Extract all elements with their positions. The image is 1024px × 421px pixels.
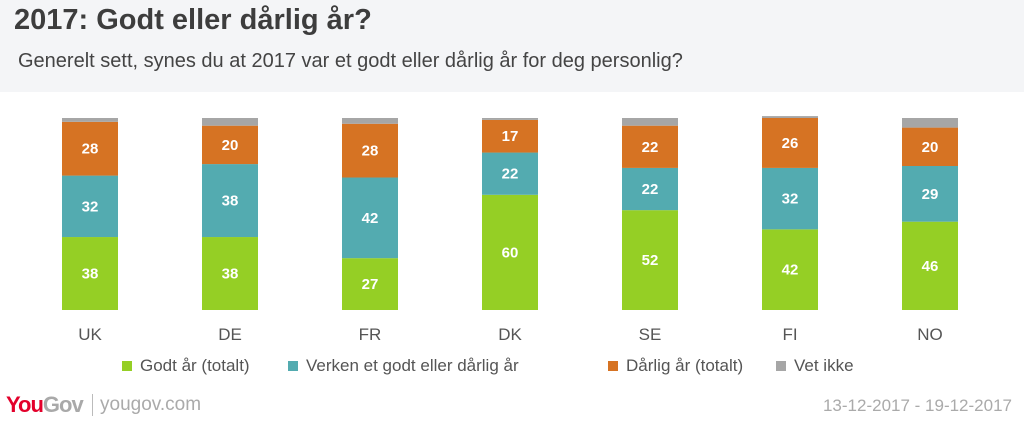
yougov-logo: YouGov [6,392,84,418]
bar-segment [62,121,118,176]
data-label: 27 [362,276,379,293]
x-tick-label: SE [639,325,662,344]
bar-segment [622,118,678,126]
stacked-bar-chart: 38 32 28 UK 38 38 20 DE 27 42 28 FR 60 22 17 DK 52 22 22 SE… [62,116,958,344]
legend-label: Verken et godt eller dårlig år [306,356,519,375]
data-label: 32 [782,191,799,208]
legend-label: Godt år (totalt) [140,356,250,375]
chart-title: 2017: Godt eller dårlig år? [14,4,372,36]
data-label: 46 [922,258,939,275]
bar-segment [762,116,818,118]
data-label: 20 [222,137,239,154]
legend-swatch [122,361,132,371]
bar-segment [62,118,118,122]
bar-segment [902,221,958,310]
bar-segment [342,177,398,259]
bar-segment [762,229,818,310]
legend-swatch [776,361,786,371]
bar-segment [62,175,118,238]
logo-gov: Gov [42,392,84,417]
bar-group-se: 52 22 22 SE [622,118,678,344]
x-tick-label: FR [359,325,382,344]
data-label: 32 [82,198,99,215]
data-label: 38 [222,193,239,210]
legend-item: Vet ikke [776,356,854,376]
data-label: 17 [502,128,519,145]
x-tick-label: FI [782,325,797,344]
bar-segment [622,210,678,310]
bar-segment [902,127,958,166]
footer-divider [92,394,93,416]
data-label: 26 [782,135,799,152]
data-label: 22 [642,181,659,198]
bar-group-de: 38 38 20 DE [202,118,258,344]
bar-group-fr: 27 42 28 FR [342,118,398,344]
x-tick-label: DE [218,325,242,344]
data-label: 38 [222,266,239,283]
bar-group-no: 46 29 20 NO [902,118,958,344]
legend-swatch [608,361,618,371]
data-label: 52 [642,252,659,269]
bar-segment [482,152,538,195]
bar-segment [902,118,958,128]
bar-segment [482,119,538,153]
bar-segment [202,118,258,126]
legend-label: Vet ikke [794,356,854,375]
data-label: 28 [82,141,99,158]
bar-segment [202,125,258,165]
x-tick-label: UK [78,325,102,344]
bar-segment [622,167,678,211]
logo-you: You [6,392,44,417]
bar-segment [482,194,538,310]
x-tick-label: DK [498,325,522,344]
footer-url: yougov.com [100,394,202,415]
bar-segment [202,237,258,310]
data-label: 42 [782,262,799,279]
bar-segment [202,164,258,238]
legend-swatch [288,361,298,371]
bar-segment [62,237,118,310]
bar-segment [762,118,818,168]
data-label: 29 [922,186,939,203]
bar-group-fi: 42 32 26 FI [762,116,818,344]
data-label: 28 [362,143,379,160]
data-label: 20 [922,139,939,156]
legend-label: Dårlig år (totalt) [626,356,744,375]
data-label: 42 [362,210,379,227]
legend-item: Dårlig år (totalt) [608,356,743,376]
data-label: 22 [502,166,519,183]
data-label: 22 [642,139,659,156]
bar-segment [482,118,538,120]
bar-group-dk: 60 22 17 DK [482,118,538,344]
data-label: 38 [82,266,99,283]
legend-item: Verken et godt eller dårlig år [288,356,519,376]
bar-segment [622,125,678,168]
bar-group-uk: 38 32 28 UK [62,118,118,344]
bar-segment [342,258,398,310]
data-label: 60 [502,244,519,261]
bar-segment [342,118,398,124]
legend-item: Godt år (totalt) [122,356,250,376]
legend: Godt år (totalt) Verken et godt eller dår… [0,356,1024,380]
x-tick-label: NO [917,325,943,344]
date-range: 13-12-2017 - 19-12-2017 [822,396,1012,415]
chart-header: 2017: Godt eller dårlig år? Generelt set… [0,0,1024,92]
bar-segment [902,166,958,222]
bar-segment [342,123,398,178]
bar-segment [762,167,818,230]
chart-subtitle: Generelt sett, synes du at 2017 var et g… [18,50,683,72]
